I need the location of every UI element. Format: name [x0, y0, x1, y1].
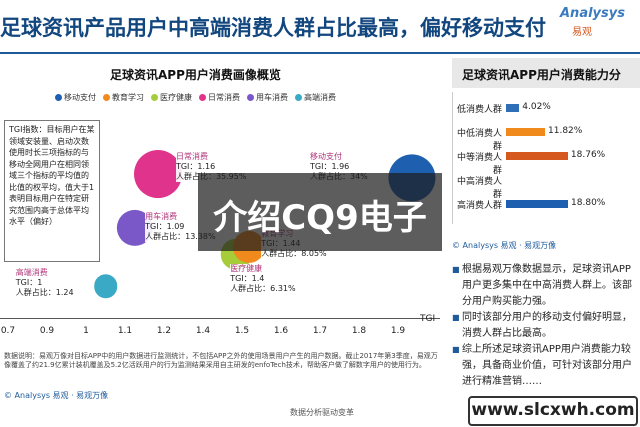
x-axis — [0, 318, 440, 319]
brand-logo: Analysys — [560, 6, 625, 21]
bubble-label: 医疗健康 TGI：1.4 人群占比：6.31% — [230, 264, 296, 295]
overlay-text: 介绍CQ9电子 — [213, 198, 427, 238]
legend-dot-icon — [295, 94, 302, 101]
bubble-label-cat: 医疗健康 — [230, 264, 263, 274]
title-bar — [0, 0, 640, 54]
bubble-label-share: 人群占比：8.05% — [261, 248, 327, 258]
left-chart-title: 足球资讯APP用户消费画像概览 — [110, 68, 281, 82]
legend-label: 教育学习 — [112, 93, 144, 102]
bubble-label-share: 人群占比：6.31% — [230, 284, 296, 294]
data-footnote: 数据说明：易观万像对目标APP中的用户数据进行监测统计，不包括APP之外的使用场… — [4, 352, 438, 369]
legend-item: 教育学习 — [103, 92, 144, 103]
legend-item: 高端消费 — [295, 92, 336, 103]
bubble-point — [133, 150, 182, 199]
legend-item: 医疗健康 — [151, 92, 192, 103]
bubble-label-share: 人群占比：13.38% — [145, 231, 216, 241]
right-chart-title: 足球资讯APP用户消费能力分 — [462, 68, 621, 82]
bar-category-label: 高消费人群 — [456, 201, 502, 211]
x-tick-label: 1 — [83, 326, 89, 336]
legend-dot-icon — [151, 94, 158, 101]
tgi-note: TGI指数：目标用户在某领域安装量、启动次数使用时长三项指标的与移动全网用户在相… — [4, 120, 100, 262]
legend-label: 用车消费 — [256, 93, 288, 102]
overlay-banner — [198, 173, 442, 251]
bar-category-label: 中等消费人群 — [456, 153, 502, 176]
insight-bullet: 综上所述足球资讯APP用户消费能力较强，具备商业价值，可针对该部分用户进行精准营… — [452, 342, 640, 390]
insight-bullet: 同时该部分用户的移动支付偏好明显，消费人群占比最高。 — [452, 310, 640, 342]
brand-logo-sub: 易观 — [572, 27, 592, 38]
legend-dot-icon — [103, 94, 110, 101]
legend-dot-icon — [55, 94, 62, 101]
bar-category-label: 低消费人群 — [456, 105, 502, 115]
legend-label: 移动支付 — [64, 93, 96, 102]
x-tick-label: 0.9 — [39, 326, 55, 336]
bubble-label-cat: 移动支付 — [310, 151, 342, 161]
bar-mark — [506, 200, 569, 208]
legend-dot-icon — [199, 94, 206, 101]
legend-item: 用车消费 — [247, 92, 288, 103]
x-tick-label: 1.7 — [312, 326, 328, 336]
bar-mark — [506, 128, 545, 136]
bar-value-label: 4.02% — [522, 102, 551, 112]
legend-item: 移动支付 — [55, 92, 96, 103]
x-tick-label: 1.8 — [351, 326, 367, 336]
bubble-label-tgi: TGI：1.96 — [310, 161, 350, 171]
x-tick-label: 0.7 — [0, 326, 16, 336]
legend-label: 高端消费 — [304, 93, 336, 102]
bar-mark — [506, 152, 568, 160]
source-label-right: © Analysys 易观 · 易观万像 — [452, 241, 557, 250]
bar-category-label: 中低消费人群 — [456, 129, 502, 152]
x-tick-label: 1.5 — [234, 326, 250, 336]
watermark-box — [468, 396, 638, 426]
watermark-text: www.slcxwh.com — [471, 400, 635, 420]
x-tick-label: 1.6 — [273, 326, 289, 336]
bar-category-label: 中高消费人群 — [456, 177, 502, 200]
bubble-label-tgi: TGI：1.16 — [175, 162, 216, 172]
insight-bullet: 根据易观万像数据显示，足球资讯APP用户更多集中在中高消费人群上。该部分用户购买… — [452, 262, 640, 310]
bubble-point — [94, 274, 118, 299]
legend-label: 日常消费 — [208, 93, 240, 102]
bubble-label-cat: 高端消费 — [15, 268, 48, 278]
bubble-label-cat: 日常消费 — [175, 152, 208, 162]
bar-value-label: 11.82% — [548, 126, 583, 136]
x-tick-label: 1.9 — [390, 326, 406, 336]
page-title: 足球资讯产品用户中高端消费人群占比最高，偏好移动支付 — [0, 16, 546, 40]
legend-dot-icon — [247, 94, 254, 101]
bottom-caption: 数据分析驱动变革 — [290, 408, 354, 417]
bubble-label-tgi: TGI：1 — [15, 278, 43, 288]
source-label-left: © Analysys 易观 · 易观万像 — [4, 391, 109, 400]
bar-value-label: 18.80% — [571, 198, 606, 208]
x-axis-label: TGI — [420, 314, 436, 324]
legend-item: 日常消费 — [199, 92, 240, 103]
bar-mark — [506, 104, 520, 112]
insight-text: 根据易观万像数据显示，足球资讯APP用户更多集中在中高消费人群上。该部分用户购买… — [452, 262, 640, 390]
bubble-label-tgi: TGI：1.4 — [230, 274, 265, 284]
x-tick-label: 1.4 — [195, 326, 211, 336]
x-tick-label: 1.1 — [117, 326, 133, 336]
bubble-label-share: 人群占比：1.24 — [15, 288, 74, 298]
bubble-label: 高端消费 TGI：1 人群占比：1.24 — [15, 268, 74, 299]
right-chart-header — [452, 58, 640, 88]
x-tick-label: 1.2 — [156, 326, 172, 336]
chart-legend: 移动支付 教育学习 医疗健康 日常消费 用车消费 高端消费 — [55, 92, 343, 103]
bubble-label-tgi: TGI：1.09 — [145, 221, 185, 231]
bar-value-label: 18.76% — [570, 150, 606, 160]
legend-label: 医疗健康 — [160, 93, 192, 102]
bubble-label-cat: 用车消费 — [145, 211, 178, 221]
